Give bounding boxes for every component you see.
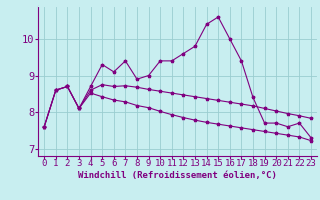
X-axis label: Windchill (Refroidissement éolien,°C): Windchill (Refroidissement éolien,°C) bbox=[78, 171, 277, 180]
